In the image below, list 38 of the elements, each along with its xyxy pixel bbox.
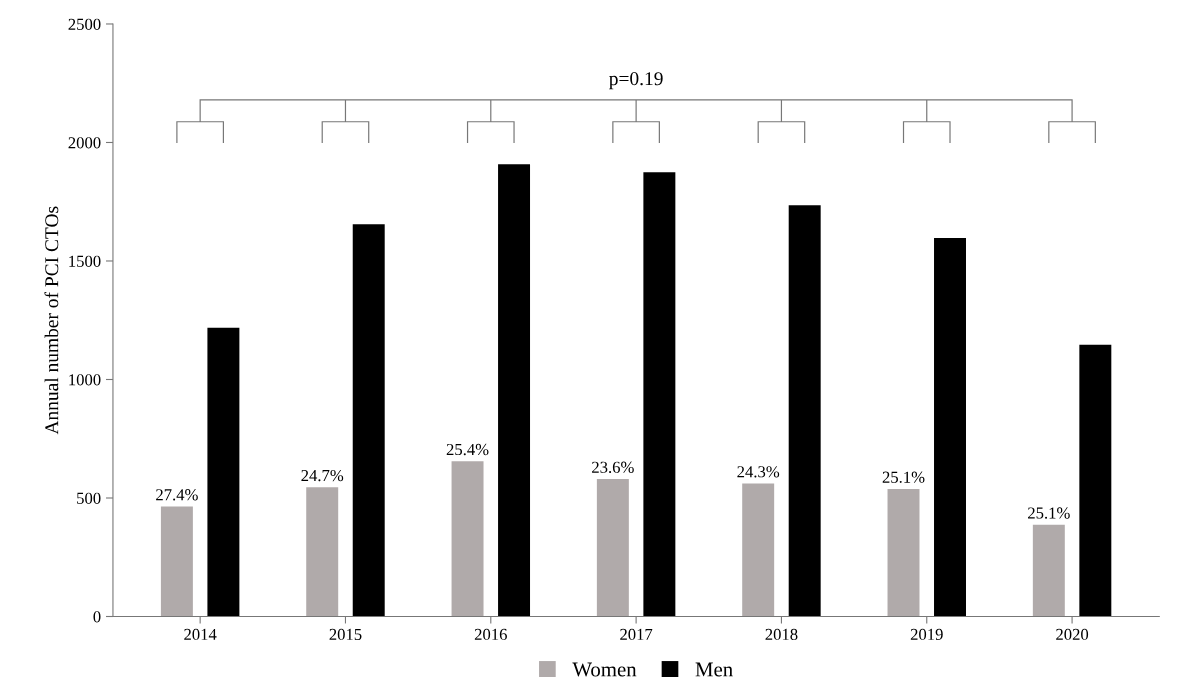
bar xyxy=(596,479,629,617)
legend-label: Women xyxy=(572,662,637,677)
bar xyxy=(934,238,966,617)
annotation: 24.3% xyxy=(737,466,780,478)
x-tick-label: 2017 xyxy=(620,628,653,641)
bar xyxy=(1079,344,1112,617)
y-tick-label: 500 xyxy=(77,492,101,504)
x-tick-label: 2015 xyxy=(329,628,362,641)
x-tick-label: 2020 xyxy=(1056,628,1089,641)
annotation: p=0.19 xyxy=(609,72,663,90)
bar xyxy=(788,205,821,617)
x-tick-label: 2016 xyxy=(474,628,507,641)
annotation: 25.1% xyxy=(882,471,925,483)
annotation: 27.4% xyxy=(156,489,198,501)
bar xyxy=(160,506,193,617)
bar xyxy=(498,164,531,617)
bar xyxy=(352,224,385,617)
annotation: 25.1% xyxy=(1028,507,1070,519)
y-tick-label: 2000 xyxy=(68,137,101,149)
annotation: 24.7% xyxy=(301,469,344,482)
y-tick-label: 1500 xyxy=(69,255,101,267)
y-tick-label: 0 xyxy=(93,611,101,623)
bar xyxy=(306,487,339,617)
bar xyxy=(887,488,920,617)
x-tick-label: 2014 xyxy=(184,628,217,641)
bar xyxy=(1032,524,1065,617)
bar xyxy=(742,483,775,617)
y-tick-label: 2500 xyxy=(68,18,101,30)
bar xyxy=(207,327,240,617)
bar xyxy=(643,172,676,617)
x-tick-label: 2018 xyxy=(765,628,798,641)
y-axis-title: Annual number of PCI CTOs xyxy=(44,206,59,435)
x-tick-label: 2019 xyxy=(910,628,943,641)
annotation: 23.6% xyxy=(592,461,634,473)
annotation: 25.4% xyxy=(446,443,489,456)
bar xyxy=(451,461,484,617)
legend-label: Men xyxy=(695,662,733,677)
y-tick-label: 1000 xyxy=(69,374,101,386)
